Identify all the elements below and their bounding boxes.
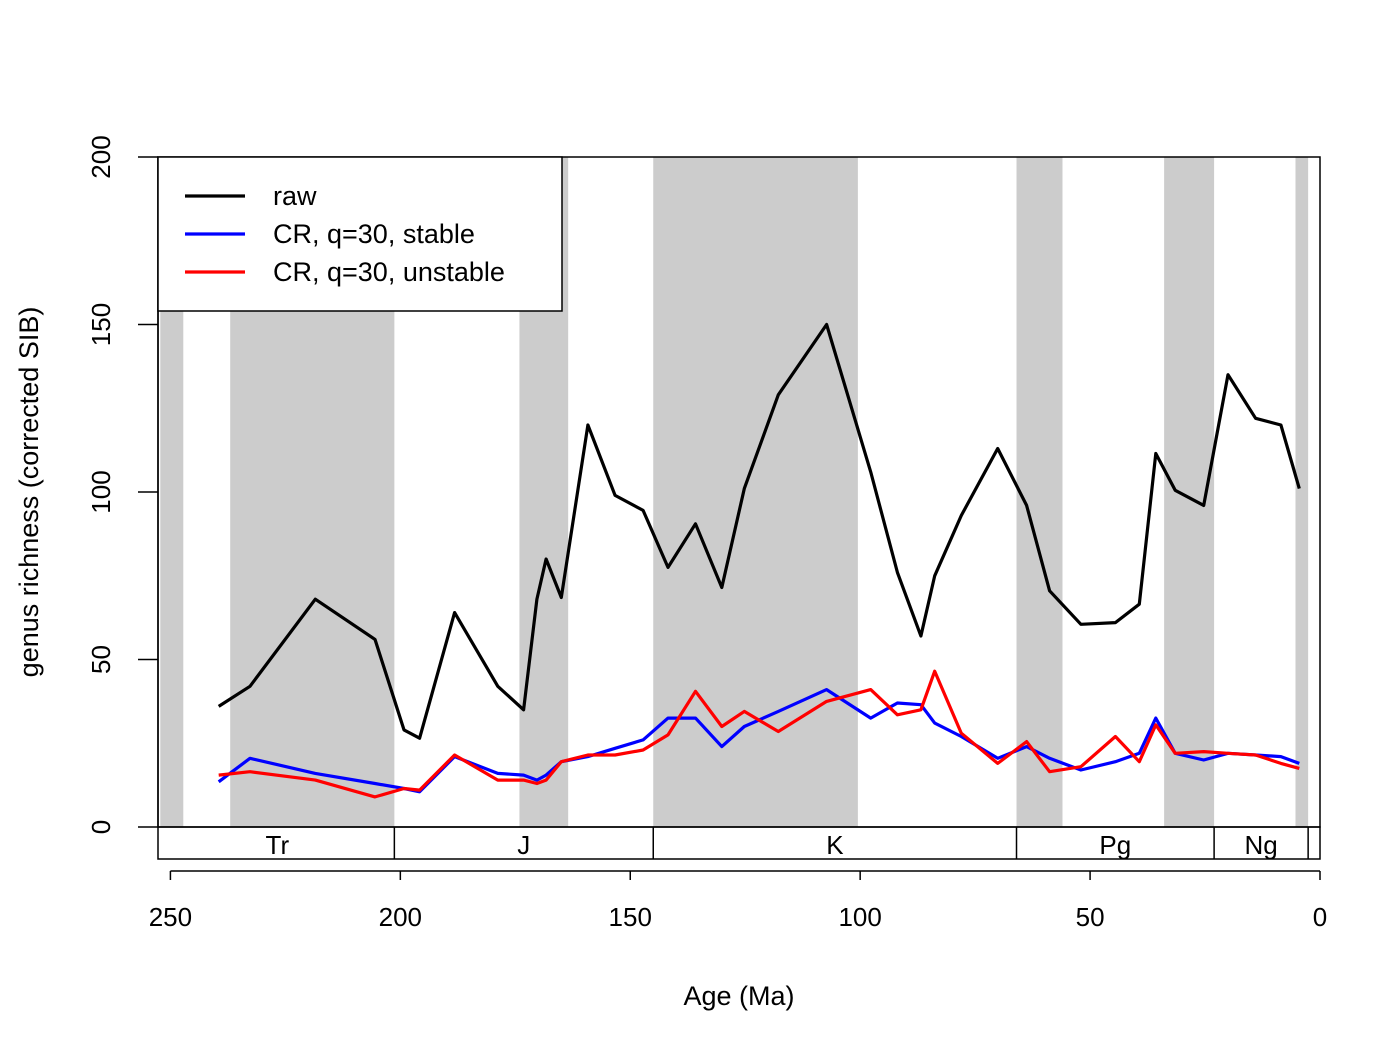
x-tick-label-100: 100 xyxy=(838,902,881,932)
series-lines xyxy=(217,322,1301,799)
x-axis: 250 200 150 100 50 0 xyxy=(149,870,1327,932)
shaded-interval-3 xyxy=(653,157,858,827)
shaded-intervals xyxy=(160,157,1309,827)
y-tick-label-200: 200 xyxy=(86,135,116,178)
period-label-Tr: Tr xyxy=(266,830,290,860)
period-label-K: K xyxy=(826,830,844,860)
y-tick-label-150: 150 xyxy=(86,303,116,346)
y-tick-label-0: 0 xyxy=(86,820,116,834)
shaded-interval-4 xyxy=(1016,157,1063,827)
x-tick-label-200: 200 xyxy=(379,902,422,932)
y-tick-label-50: 50 xyxy=(86,645,116,674)
legend-label-1: CR, q=30, stable xyxy=(273,219,475,249)
x-tick-label-0: 0 xyxy=(1313,902,1327,932)
legend-label-2: CR, q=30, unstable xyxy=(273,257,505,287)
period-label-Ng: Ng xyxy=(1244,830,1277,860)
shaded-interval-6 xyxy=(1295,157,1309,827)
series-line-0 xyxy=(217,322,1301,740)
shaded-interval-0 xyxy=(160,157,184,827)
x-tick-label-150: 150 xyxy=(609,902,652,932)
x-axis-title: Age (Ma) xyxy=(683,981,794,1011)
y-axis-title: genus richness (corrected SIB) xyxy=(14,307,44,678)
x-tick-label-250: 250 xyxy=(149,902,192,932)
period-label-J: J xyxy=(517,830,530,860)
legend-label-0: raw xyxy=(273,181,317,211)
period-bar-frame xyxy=(157,826,1321,860)
period-bar: Tr J K Pg Ng xyxy=(157,826,1321,860)
y-tick-label-100: 100 xyxy=(86,470,116,513)
x-tick-label-50: 50 xyxy=(1076,902,1105,932)
period-label-Pg: Pg xyxy=(1099,830,1131,860)
legend: raw CR, q=30, stable CR, q=30, unstable xyxy=(157,156,563,312)
series-line-2 xyxy=(218,669,1300,799)
y-axis: 0 50 100 150 200 xyxy=(86,135,159,834)
